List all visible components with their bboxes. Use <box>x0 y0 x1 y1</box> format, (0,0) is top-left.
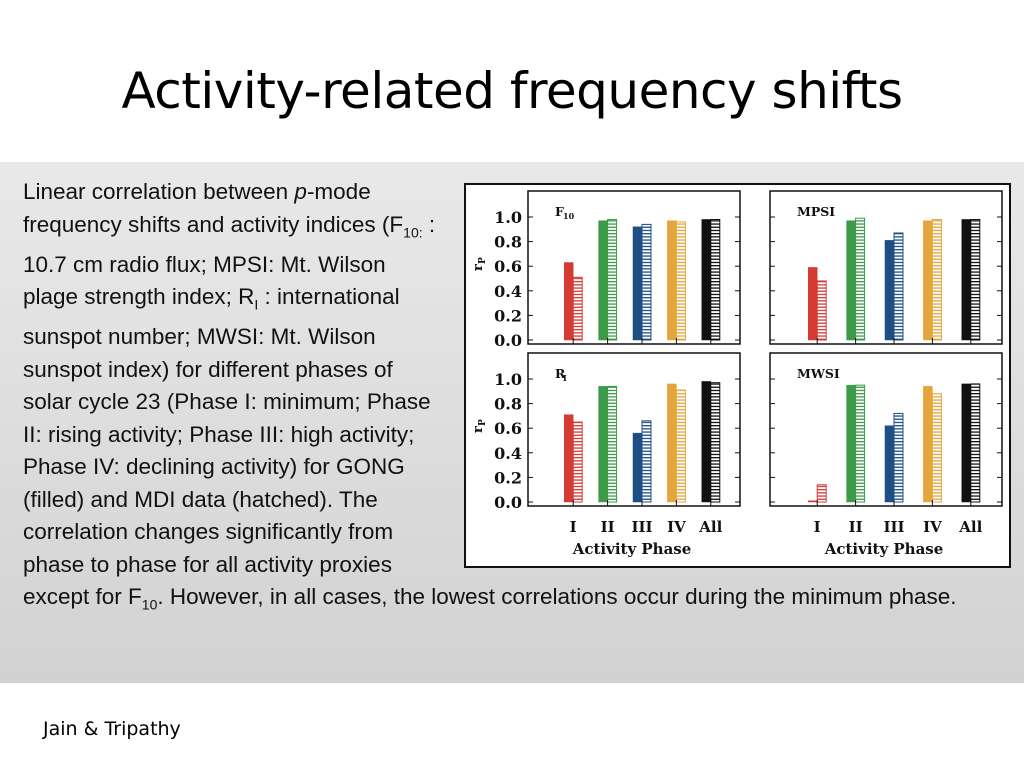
bar-gong <box>563 414 574 503</box>
caption-text-4: : international sunspot number; MWSI: Mt… <box>23 284 431 609</box>
y-tick-label: 0.6 <box>494 419 522 438</box>
x-axis-label: Activity Phase <box>572 540 692 558</box>
panel-frame <box>769 352 1003 507</box>
bar-mdi <box>970 383 981 503</box>
correlation-figure: 0.0 0.2 0.4 0.6 0.8 1.0 F 10 r P MPSI 0.0 0.2 0.4 0.6 0… <box>464 183 1011 568</box>
figure-caption: Linear correlation between p-mode freque… <box>23 176 1008 621</box>
bar-gong <box>632 432 643 503</box>
y-axis-label-sub: P <box>478 257 488 264</box>
bar-gong <box>961 383 972 503</box>
caption-sub-1: 10: <box>403 224 423 240</box>
bar-mdi <box>641 223 652 341</box>
panel-frame <box>527 190 741 345</box>
panel-frame <box>769 190 1003 345</box>
y-tick-label: 0.8 <box>494 233 522 252</box>
bar-gong <box>807 267 818 341</box>
caption-sub-2: I <box>254 296 259 313</box>
x-tick-label: All <box>698 518 722 536</box>
bar-gong <box>667 383 677 503</box>
y-tick-label: 0.0 <box>494 493 522 512</box>
bar-mdi <box>855 217 866 341</box>
caption-p-italic: p <box>294 179 307 204</box>
y-tick-label: 1.0 <box>494 208 522 227</box>
bar-mdi <box>710 218 721 341</box>
panel-label: R <box>555 366 566 381</box>
caption-text-5: . However, in all cases, the lowest corr… <box>157 584 957 609</box>
bar-gong <box>701 219 712 341</box>
panel-label: MPSI <box>797 204 835 219</box>
bar-mdi <box>931 393 942 503</box>
y-axis-label: r <box>471 426 486 433</box>
panel-frame <box>527 352 741 507</box>
bar-gong <box>598 220 608 341</box>
x-tick-label: I <box>814 518 821 536</box>
bar-mdi <box>607 218 618 341</box>
x-tick-label: II <box>849 518 863 536</box>
x-tick-label: IV <box>667 518 686 536</box>
bar-gong <box>846 220 856 341</box>
bar-mdi <box>970 218 981 341</box>
y-tick-label: 0.4 <box>494 444 522 463</box>
bar-gong <box>923 220 933 341</box>
y-tick-label: 0.8 <box>494 395 522 414</box>
panel-label: MWSI <box>797 366 840 381</box>
bar-gong <box>632 226 643 341</box>
bar-mdi <box>816 280 827 341</box>
x-tick-label: I <box>570 518 577 536</box>
x-tick-label: All <box>958 518 982 536</box>
bar-gong <box>884 425 895 503</box>
bar-mdi <box>675 389 686 503</box>
caption-text-2: -mode frequency shifts and activity indi… <box>23 179 404 237</box>
bar-mdi <box>893 412 904 503</box>
x-tick-label: III <box>883 518 904 536</box>
y-tick-label: 0.2 <box>494 468 522 487</box>
caption-sub-3: 10 <box>141 596 158 613</box>
bar-gong <box>563 262 574 341</box>
bar-gong <box>598 386 608 503</box>
y-tick-label: 0.2 <box>494 306 522 325</box>
panel-label: F <box>555 204 564 219</box>
caption-text-3: : 10.7 cm radio flux; MPSI: Mt. Wilson p… <box>23 211 436 310</box>
y-tick-label: 0.4 <box>494 282 522 301</box>
x-axis-label: Activity Phase <box>824 540 944 558</box>
x-tick-label: III <box>631 518 652 536</box>
bar-mdi <box>931 218 942 341</box>
footer-authors: Jain & Tripathy <box>43 718 181 740</box>
bar-chart: 0.00.20.40.60.81.0 F 10rPMPSI0.00.20.40.60… <box>471 190 1003 558</box>
caption-text-1: Linear correlation between <box>23 179 295 204</box>
bar-gong <box>807 500 818 503</box>
y-tick-label: 1.0 <box>494 370 522 389</box>
bar-mdi <box>675 221 686 341</box>
panel-label-sub: I <box>563 373 567 383</box>
bar-gong <box>884 240 895 341</box>
bar-mdi <box>710 382 721 503</box>
x-tick-label: IV <box>923 518 942 536</box>
bar-gong <box>701 381 712 503</box>
bar-mdi <box>816 484 827 503</box>
panel-label-sub: 10 <box>563 211 575 221</box>
bar-gong <box>846 384 856 503</box>
bar-mdi <box>607 385 618 503</box>
slide-title: Activity-related frequency shifts <box>121 62 903 120</box>
y-axis-label: r <box>471 264 486 271</box>
bar-mdi <box>572 276 583 341</box>
bar-mdi <box>641 420 652 503</box>
x-tick-label: II <box>601 518 615 536</box>
bar-mdi <box>572 421 583 503</box>
bar-gong <box>667 220 677 341</box>
bar-mdi <box>893 232 904 341</box>
y-axis-label-sub: P <box>478 419 488 426</box>
bar-gong <box>961 219 972 341</box>
y-tick-label: 0.6 <box>494 257 522 276</box>
y-tick-label: 0.0 <box>494 331 522 350</box>
bar-mdi <box>855 384 866 503</box>
bar-gong <box>923 386 933 503</box>
